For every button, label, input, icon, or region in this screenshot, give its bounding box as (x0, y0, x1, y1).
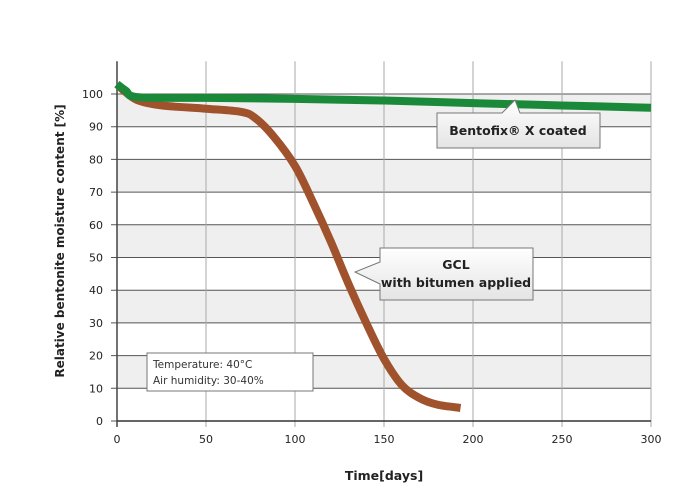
x-tick-label: 0 (114, 433, 121, 446)
bentofix-callout (436, 99, 601, 149)
y-tick-label: 50 (89, 252, 103, 265)
series-line-gcl (114, 81, 462, 412)
x-tick-label: 100 (285, 433, 306, 446)
y-tick-label: 100 (82, 88, 103, 101)
y-tick-label: 20 (89, 350, 103, 363)
y-axis-label: Relative bentonite moisture content [%] (53, 104, 67, 377)
y-tick-label: 40 (89, 284, 103, 297)
gcl-callout (353, 247, 534, 301)
legend-label-bentofix: Bentofix® X coated (449, 123, 586, 138)
x-tick-label: 50 (199, 433, 213, 446)
conditions-box (146, 352, 314, 392)
y-tick-label: 0 (96, 415, 103, 428)
legend-label-gcl-line2: with bitumen applied (381, 275, 531, 290)
x-tick-label: 200 (463, 433, 484, 446)
y-tick-label: 90 (89, 121, 103, 134)
y-tick-label: 10 (89, 382, 103, 395)
condition-temperature: Temperature: 40°C (152, 359, 252, 371)
x-tick-label: 250 (552, 433, 573, 446)
x-tick-label: 150 (374, 433, 395, 446)
legend-label-gcl-line1: GCL (442, 257, 469, 272)
y-tick-label: 80 (89, 153, 103, 166)
y-tick-label: 70 (89, 186, 103, 199)
x-tick-label: 300 (641, 433, 662, 446)
x-axis-label: Time[days] (345, 468, 423, 483)
y-tick-label: 30 (89, 317, 103, 330)
condition-humidity: Air humidity: 30-40% (153, 375, 264, 387)
y-tick-label: 60 (89, 219, 103, 232)
series-line-bentofix (114, 80, 652, 112)
